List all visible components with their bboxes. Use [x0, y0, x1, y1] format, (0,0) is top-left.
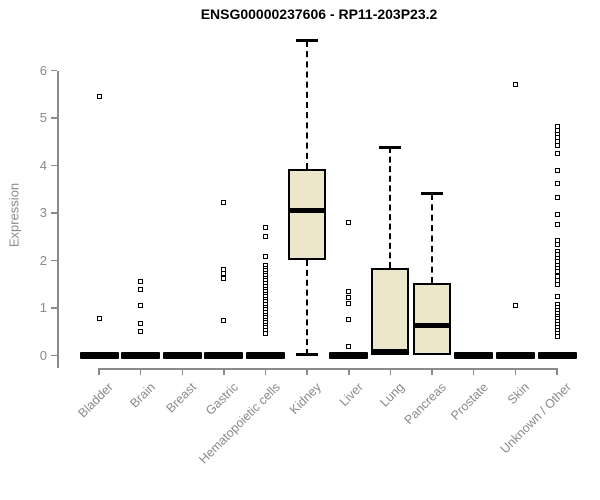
- x-tick: [556, 368, 558, 375]
- y-tick-label: 0: [39, 347, 47, 363]
- outlier-point-liver: [346, 295, 352, 301]
- outlier-point-unknown-other: [554, 194, 560, 200]
- outlier-point-hematopoietic-cells: [263, 254, 269, 260]
- outlier-point-brain: [138, 303, 144, 309]
- outlier-point-liver: [346, 288, 352, 294]
- y-tick: [50, 164, 57, 167]
- collapsed-box-unknown-other: [537, 352, 577, 359]
- whisker-upper-lung: [389, 147, 392, 268]
- x-tick: [514, 368, 517, 375]
- collapsed-box-prostate: [454, 352, 494, 359]
- outlier-point-unknown-other: [554, 281, 560, 287]
- outlier-point-hematopoietic-cells: [263, 330, 269, 336]
- outlier-point-unknown-other: [554, 151, 560, 157]
- outlier-point-brain: [138, 286, 144, 292]
- whisker-upper-pancreas: [431, 193, 434, 284]
- x-tick: [223, 368, 225, 375]
- median-lung: [373, 349, 408, 355]
- outlier-point-brain: [138, 279, 144, 285]
- outlier-point-unknown-other: [554, 211, 560, 217]
- y-tick: [50, 212, 57, 214]
- collapsed-box-brain: [121, 352, 161, 359]
- outlier-point-brain: [138, 321, 144, 327]
- whisker-cap-upper-lung: [379, 145, 402, 149]
- outlier-point-gastric: [221, 200, 227, 206]
- outlier-point-unknown-other: [554, 221, 560, 227]
- whisker-upper-kidney: [306, 40, 309, 170]
- outlier-point-unknown-other: [554, 242, 560, 248]
- whisker-cap-upper-kidney: [296, 39, 319, 43]
- outlier-point-skin: [512, 82, 518, 88]
- outlier-point-liver: [346, 344, 352, 350]
- outlier-point-unknown-other: [554, 181, 560, 187]
- x-tick: [348, 368, 350, 375]
- outlier-point-bladder: [96, 94, 102, 100]
- x-tick: [181, 368, 184, 375]
- whisker-lower-kidney: [306, 259, 309, 355]
- y-tick-label: 6: [39, 62, 47, 78]
- collapsed-box-hematopoietic-cells: [246, 352, 286, 359]
- outlier-point-hematopoietic-cells: [263, 234, 269, 240]
- x-tick: [264, 368, 267, 375]
- outlier-point-hematopoietic-cells: [263, 224, 269, 230]
- box-lung: [371, 267, 410, 355]
- y-tick: [50, 354, 57, 357]
- x-tick: [472, 368, 475, 375]
- x-tick: [431, 368, 433, 375]
- collapsed-box-breast: [162, 352, 202, 359]
- outlier-point-brain: [138, 329, 144, 335]
- collapsed-box-liver: [329, 352, 369, 359]
- x-tick: [98, 368, 100, 375]
- collapsed-box-skin: [495, 352, 535, 359]
- box-pancreas: [413, 283, 452, 355]
- y-tick: [50, 69, 57, 72]
- x-tick: [139, 368, 142, 375]
- collapsed-box-bladder: [79, 352, 119, 359]
- outlier-point-unknown-other: [554, 334, 560, 339]
- outlier-point-gastric: [221, 317, 227, 323]
- outlier-point-liver: [346, 300, 352, 306]
- outlier-point-gastric: [221, 266, 227, 272]
- box-kidney: [288, 169, 327, 260]
- x-axis-line: [98, 368, 558, 370]
- chart-title: ENSG00000237606 - RP11-203P23.2: [200, 6, 438, 22]
- x-tick-label-unknown-other: Unknown / Other: [497, 380, 574, 457]
- outlier-point-bladder: [96, 315, 102, 321]
- whisker-cap-upper-pancreas: [421, 192, 444, 196]
- outlier-point-liver: [346, 317, 352, 323]
- y-tick-label: 5: [39, 110, 47, 125]
- outlier-point-liver: [346, 220, 352, 225]
- y-tick-label: 4: [39, 157, 47, 173]
- y-tick-label: 1: [39, 300, 47, 315]
- outlier-point-gastric: [221, 271, 227, 277]
- outlier-point-unknown-other: [554, 294, 560, 300]
- y-tick: [50, 259, 57, 262]
- collapsed-box-gastric: [204, 352, 244, 359]
- whisker-cap-lower-kidney: [296, 353, 319, 357]
- median-pancreas: [415, 322, 450, 328]
- y-tick: [50, 117, 57, 119]
- median-kidney: [290, 207, 325, 213]
- outlier-point-gastric: [221, 276, 227, 282]
- outlier-point-unknown-other: [554, 143, 560, 149]
- y-tick-label: 2: [39, 252, 47, 268]
- y-tick: [50, 307, 57, 309]
- x-tick: [389, 368, 392, 375]
- outlier-point-unknown-other: [554, 167, 560, 173]
- x-tick: [306, 368, 308, 375]
- y-tick-label: 3: [39, 205, 47, 220]
- outlier-point-skin: [512, 303, 518, 309]
- outlier-point-unknown-other: [554, 269, 560, 275]
- y-axis-line: [57, 70, 59, 368]
